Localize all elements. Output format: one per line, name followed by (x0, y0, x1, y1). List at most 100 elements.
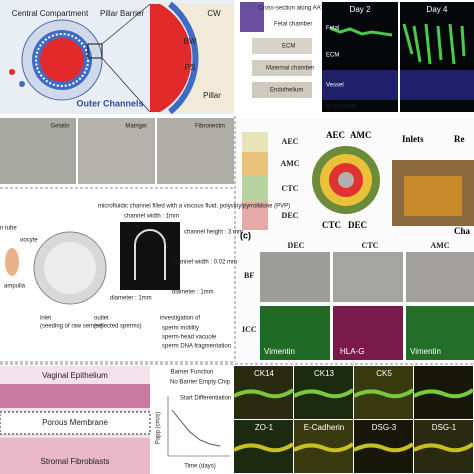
stain-label: E-Cadherin (304, 423, 344, 432)
schematic-label: ECM (282, 44, 295, 50)
stain-label: HLA-G (340, 347, 364, 356)
dish-label: CTC (322, 220, 341, 230)
coating-label: Matrigel (125, 124, 146, 130)
photo-label: Re (454, 134, 465, 144)
schematic-step (252, 60, 312, 76)
layer-label: DEC (282, 211, 299, 220)
membrane (0, 411, 151, 435)
label: Pillar (203, 91, 221, 100)
chart-title: Barrier Function (171, 370, 214, 376)
panel-letter: (c) (240, 230, 251, 240)
column-label: CTC (362, 241, 379, 250)
stain-label: DSG-1 (432, 423, 457, 432)
layer-label: Porous Membrane (42, 418, 108, 427)
schematic-label: Maternal chamber (266, 66, 314, 72)
label: PS (185, 63, 196, 72)
channel-desc: microfluidic channel filled with a visco… (98, 204, 290, 210)
dish-inner (44, 242, 96, 294)
chip-photo (240, 2, 264, 32)
day-label: Day 4 (427, 5, 448, 14)
stain-label: Vimentin (264, 347, 295, 356)
port: inlet (40, 316, 51, 322)
zoom-line (101, 57, 151, 113)
row-label: ICC (242, 325, 257, 334)
sperm-left: oocyte (20, 238, 38, 244)
schematic-label: Fetal chamber (274, 22, 312, 28)
pillar-zone (170, 4, 234, 112)
channel-path (134, 229, 166, 280)
layer (242, 132, 268, 152)
layer-label: AMC (280, 159, 299, 168)
coating-label: Fibronectin (195, 124, 225, 130)
schematic-step (252, 38, 312, 54)
investigation: sperm motility (162, 326, 199, 332)
bf-image (333, 252, 403, 302)
investigation: investigation of (160, 316, 200, 322)
row-label: BF (244, 271, 254, 280)
photo-label: Cha (454, 226, 471, 236)
zoom-red (150, 4, 192, 112)
schematic-step (252, 82, 312, 98)
port: (seeding of raw semen) (40, 324, 103, 330)
dimension: channel width : 1mm (124, 214, 179, 220)
curve (171, 409, 221, 447)
dish-core (338, 172, 354, 188)
dish-label: DEC (348, 220, 367, 230)
vessel-band (322, 70, 398, 100)
stain-band (353, 388, 415, 399)
stain-label: Vimentin (410, 347, 441, 356)
zoom-box (87, 43, 103, 59)
y-label: Papp (cm/s) (156, 412, 162, 444)
bf-image (260, 252, 330, 302)
fibroblasts (0, 438, 150, 474)
dish-label: AMC (350, 130, 372, 140)
day-label: Day 2 (350, 5, 371, 14)
stain-label: CK5 (376, 369, 392, 378)
sperm-left: n tube (0, 226, 17, 232)
port: (selected sperms) (94, 324, 142, 330)
vessel-band (400, 70, 474, 100)
bf-image (406, 252, 474, 302)
pillar-ring (35, 33, 89, 87)
evt-stain (402, 23, 466, 65)
epithelium (0, 384, 150, 408)
stain-band (413, 442, 474, 453)
layer-label: AEC (282, 137, 299, 146)
column-label: AMC (430, 241, 449, 250)
stain-label: DSG-3 (372, 423, 397, 432)
port: outlet (94, 316, 109, 322)
label: Outer Channels (76, 98, 143, 108)
x-label: Time (days) (184, 464, 215, 470)
dimension: channel height : 3 mm (184, 230, 243, 236)
icc-image (260, 306, 330, 360)
sperm-left: ampulla (4, 284, 26, 290)
photo-label: Inlets (402, 134, 424, 144)
investigation: sperm-head vacuole (162, 335, 217, 341)
header: Cross-section along AA' (258, 6, 322, 12)
zoom-blue (168, 1, 199, 115)
stain-band (293, 388, 355, 399)
legend: No Barrier Empty Chip (170, 380, 231, 386)
icon (19, 81, 25, 87)
stain-band (353, 442, 415, 453)
stain-band (233, 388, 295, 399)
schematic-label: Endothelium (270, 88, 303, 94)
central-compartment (40, 38, 84, 82)
layer (242, 202, 268, 230)
dimension: diameter : 1mm (172, 290, 214, 296)
micrograph (0, 118, 76, 184)
stain-label: EVTs/DAPI (326, 105, 356, 111)
label: Central Compartment (12, 9, 89, 18)
stain-label: CK14 (254, 369, 275, 378)
device (404, 176, 462, 216)
ampulla-icon (5, 248, 19, 276)
layer-label: Vaginal Epithelium (42, 371, 108, 380)
icc-image (406, 306, 474, 360)
column-label: DEC (288, 241, 305, 250)
side-label: ECM (326, 53, 339, 59)
stain-band (413, 388, 474, 399)
zoom-line (101, 3, 151, 45)
micrograph (157, 118, 234, 184)
label: Pillar Barrier (100, 9, 144, 18)
dimension: diameter : 1mm (110, 296, 152, 302)
